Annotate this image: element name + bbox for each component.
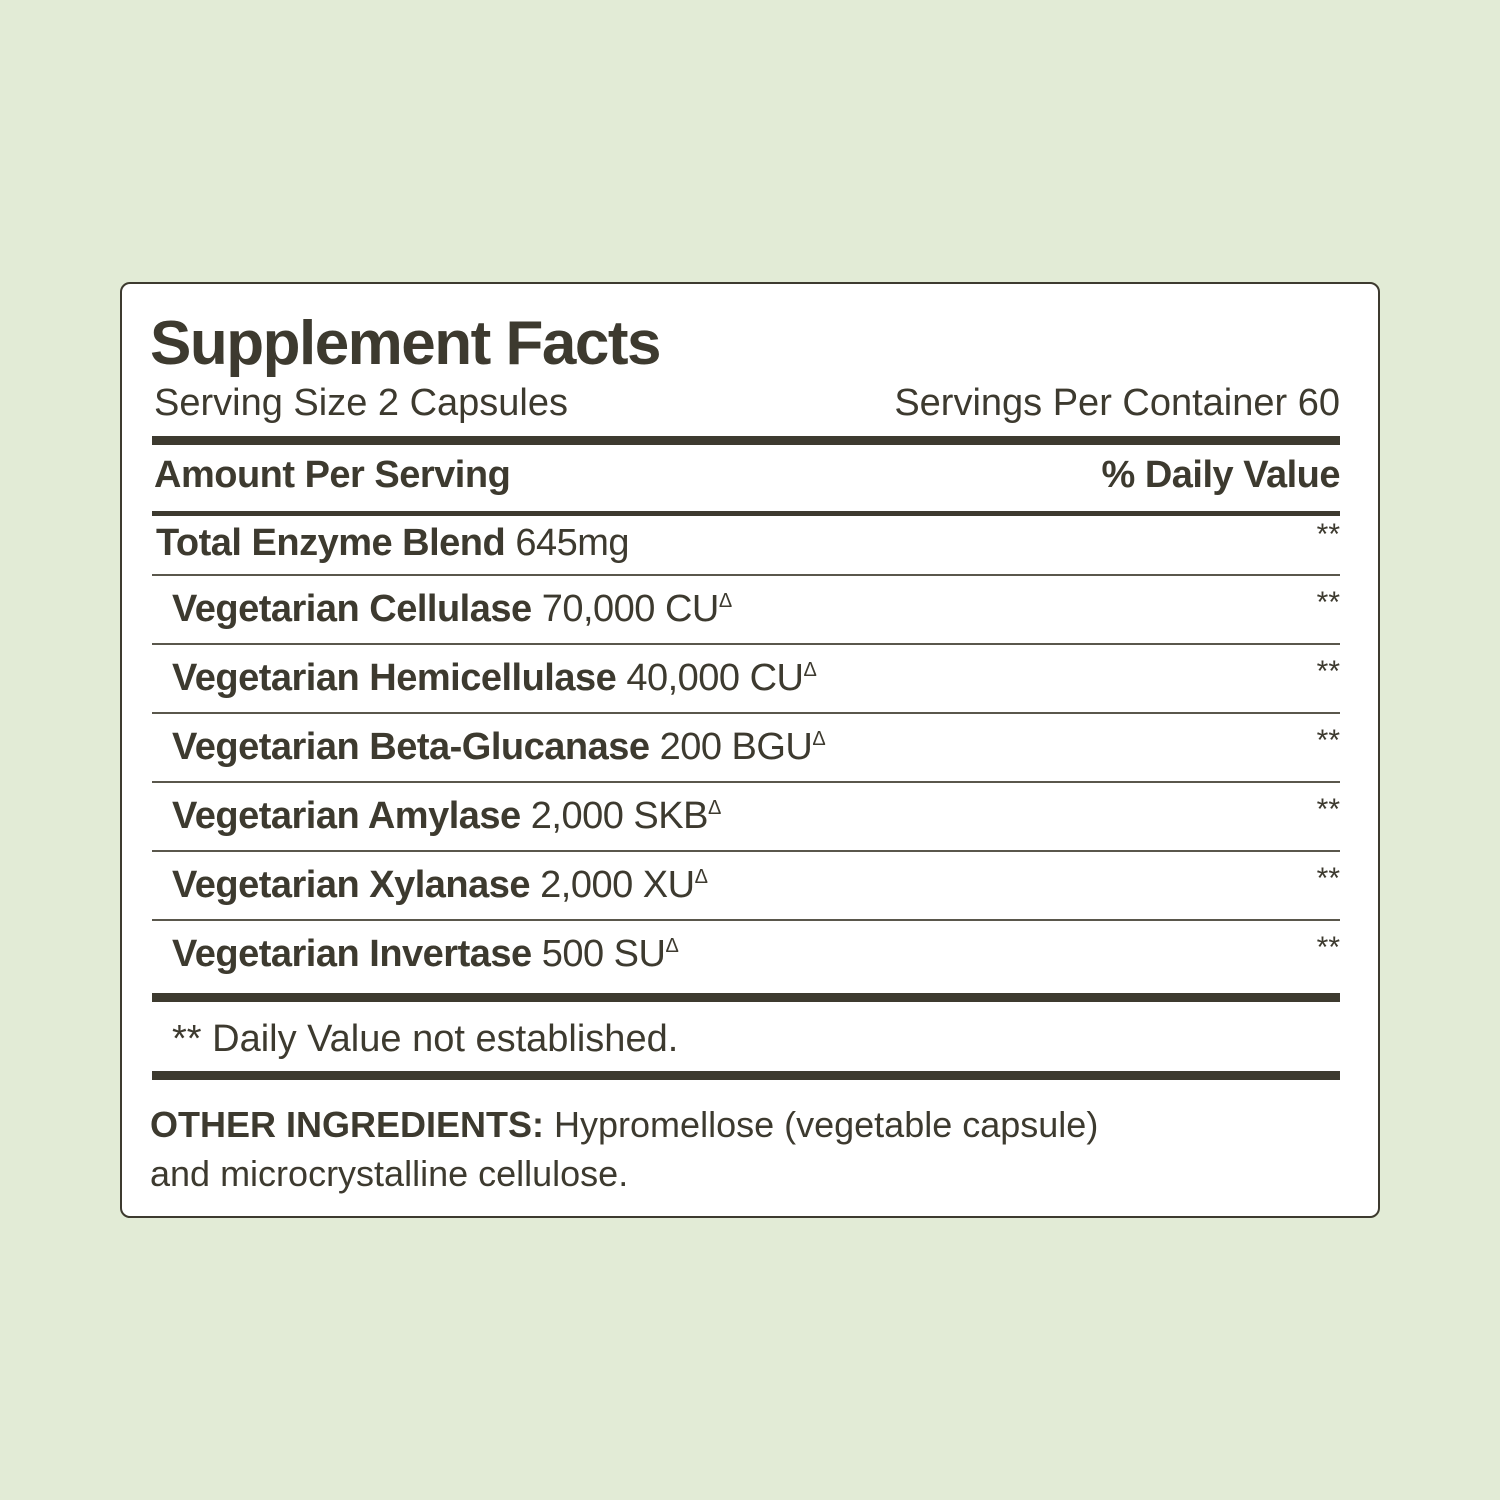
delta-mark: Δ [812, 728, 826, 750]
row-divider [152, 919, 1340, 921]
other-ingredients: OTHER INGREDIENTS: Hypromellose (vegetab… [150, 1100, 1098, 1198]
daily-value: ** [1316, 655, 1340, 688]
ingredient-amount: 200 BGU [659, 726, 813, 768]
delta-mark: Δ [803, 659, 817, 681]
thick-divider [152, 1071, 1340, 1080]
amount-per-serving-header: Amount Per Serving [154, 454, 511, 496]
daily-value: ** [1316, 586, 1340, 619]
row-divider [152, 712, 1340, 714]
ingredient-amount: 70,000 CU [541, 588, 720, 630]
ingredient-row: Vegetarian Invertase 500 SUΔ ** [152, 921, 1340, 989]
ingredient-name: Vegetarian Xylanase [172, 864, 531, 906]
ingredient-name: Vegetarian Hemicellulase [172, 657, 617, 699]
daily-value: ** [1316, 518, 1340, 551]
footnote: ** Daily Value not established. [172, 1018, 679, 1060]
serving-size: Serving Size 2 Capsules [154, 382, 568, 424]
medium-divider [152, 511, 1340, 516]
row-divider [152, 643, 1340, 645]
thick-divider [152, 993, 1340, 1002]
row-divider [152, 781, 1340, 783]
other-ingredients-text-2: and microcrystalline cellulose. [150, 1153, 629, 1194]
ingredient-amount: 500 SU [541, 933, 666, 975]
daily-value: ** [1316, 724, 1340, 757]
other-ingredients-text: Hypromellose (vegetable capsule) [554, 1104, 1099, 1145]
total-enzyme-row: Total Enzyme Blend 645mg ** [152, 518, 1340, 592]
daily-value-header: % Daily Value [1101, 454, 1340, 496]
thick-divider [152, 436, 1340, 445]
ingredient-amount: 40,000 CU [626, 657, 804, 699]
ingredient-amount: 645mg [515, 522, 630, 564]
daily-value: ** [1316, 931, 1340, 964]
servings-per-container: Servings Per Container 60 [894, 382, 1340, 424]
ingredient-row: Vegetarian Beta-Glucanase 200 BGUΔ ** [152, 714, 1340, 782]
ingredient-amount: 2,000 XU [540, 864, 695, 906]
delta-mark: Δ [707, 797, 721, 819]
ingredient-amount: 2,000 SKB [530, 795, 709, 837]
ingredient-row: Vegetarian Amylase 2,000 SKBΔ ** [152, 783, 1340, 851]
ingredient-row: Vegetarian Hemicellulase 40,000 CUΔ ** [152, 645, 1340, 713]
delta-mark: Δ [665, 935, 679, 957]
row-divider [152, 574, 1340, 576]
daily-value: ** [1316, 793, 1340, 826]
delta-mark: Δ [718, 590, 732, 612]
ingredient-row: Vegetarian Xylanase 2,000 XUΔ ** [152, 852, 1340, 920]
ingredient-name: Total Enzyme Blend [156, 522, 506, 564]
row-divider [152, 850, 1340, 852]
ingredient-name: Vegetarian Amylase [172, 795, 521, 837]
daily-value: ** [1316, 862, 1340, 895]
delta-mark: Δ [694, 866, 708, 888]
ingredient-row: Vegetarian Cellulase 70,000 CUΔ ** [152, 576, 1340, 644]
ingredient-name: Vegetarian Invertase [172, 933, 532, 975]
other-ingredients-label: OTHER INGREDIENTS: [150, 1104, 545, 1145]
label-title: Supplement Facts [150, 309, 662, 378]
supplement-facts-panel: Supplement Facts Serving Size 2 Capsules… [120, 282, 1380, 1218]
ingredient-name: Vegetarian Beta-Glucanase [172, 726, 650, 768]
ingredient-name: Vegetarian Cellulase [172, 588, 532, 630]
